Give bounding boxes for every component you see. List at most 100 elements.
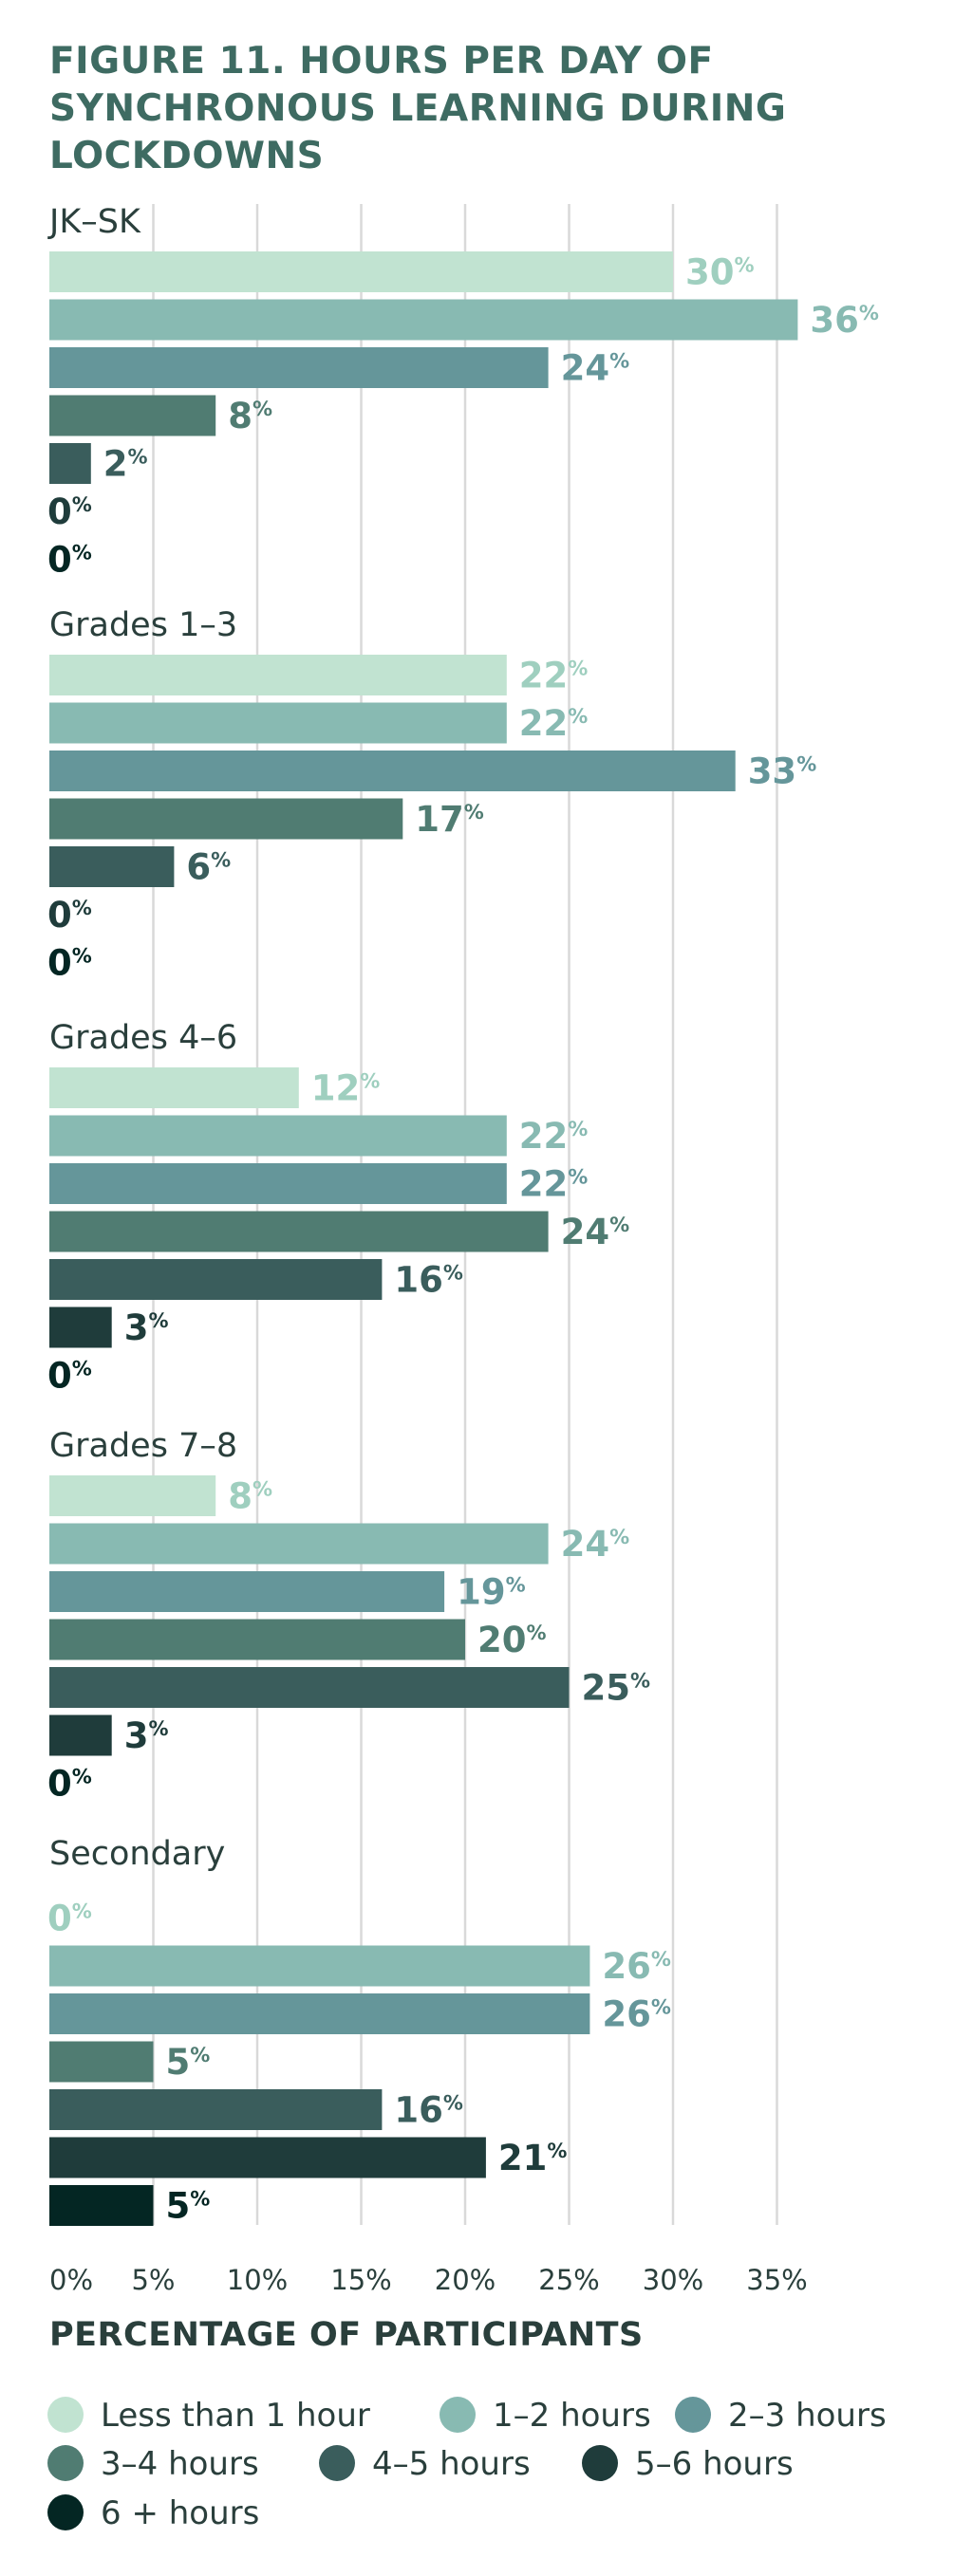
legend-swatch [47, 2494, 84, 2530]
value-label: 22% [519, 703, 589, 744]
value-label: 26% [602, 1994, 671, 2035]
legend-item: 3–4 hours [47, 2445, 259, 2483]
value-label: 22% [519, 656, 589, 696]
value-label: 19% [457, 1572, 526, 1613]
bar [49, 1945, 590, 1987]
legend-label: 3–4 hours [101, 2445, 259, 2483]
value-label: 3% [124, 1715, 169, 1756]
bar [49, 1619, 465, 1660]
category-group: Grades 1–3 22% 22% 33% 17% 6% 0% 0% [47, 606, 816, 984]
legend-label: 6 + hours [101, 2494, 259, 2532]
value-label: 30% [685, 252, 755, 293]
value-label: 0% [47, 1764, 92, 1805]
value-label: 22% [519, 1116, 589, 1157]
value-label: 0% [47, 491, 92, 532]
legend-label: Less than 1 hour [101, 2397, 370, 2435]
value-label: 5% [166, 2186, 211, 2227]
bar [49, 299, 798, 341]
bar [49, 846, 175, 887]
value-label: 24% [561, 1524, 630, 1565]
value-label: 21% [498, 2138, 568, 2178]
bar [49, 1667, 570, 1708]
category-label: Grades 7–8 [49, 1427, 237, 1465]
x-axis-title: PERCENTAGE OF PARTICIPANTS [49, 2316, 644, 2354]
legend-item: 6 + hours [47, 2494, 259, 2532]
x-tick-label: 20% [435, 2264, 496, 2296]
bar [49, 251, 673, 292]
legend-label: 4–5 hours [372, 2445, 531, 2483]
category-label: JK–SK [47, 203, 141, 241]
x-tick-label: 35% [746, 2264, 807, 2296]
bar [49, 1115, 507, 1157]
value-label: 20% [477, 1620, 547, 1660]
legend-swatch [47, 2445, 84, 2481]
value-label: 0% [47, 1899, 92, 1939]
x-tick-label: 25% [538, 2264, 599, 2296]
legend-swatch [675, 2397, 711, 2433]
value-label: 24% [561, 348, 630, 389]
bar [49, 1714, 112, 1756]
category-group: Grades 7–8 8% 24% 19% 20% 25% 3% 0% [47, 1427, 650, 1805]
value-label: 24% [561, 1212, 630, 1252]
value-label: 16% [394, 2090, 463, 2131]
bar [49, 2041, 154, 2083]
category-group: JK–SK 30% 36% 24% 8% 2% 0% 0% [47, 203, 879, 581]
legend-item: 4–5 hours [319, 2445, 531, 2483]
value-label: 0% [47, 540, 92, 581]
value-label: 0% [47, 1356, 92, 1397]
bar [49, 798, 403, 840]
legend-swatch [440, 2397, 476, 2433]
bar [49, 1259, 383, 1300]
x-tick-label: 0% [49, 2264, 93, 2296]
legend-item: 1–2 hours [440, 2397, 651, 2435]
category-group: Grades 4–6 12% 22% 22% 24% 16% 3% 0% [47, 1019, 629, 1397]
bar [49, 1475, 216, 1516]
x-tick-label: 15% [330, 2264, 391, 2296]
category-label: Grades 1–3 [49, 606, 237, 644]
value-label: 8% [228, 396, 272, 436]
bar [49, 1211, 549, 1252]
bar [49, 2089, 383, 2130]
value-label: 0% [47, 943, 92, 984]
value-label: 33% [748, 751, 817, 792]
chart-title: FIGURE 11. HOURS PER DAY OF SYNCHRONOUS … [49, 40, 787, 177]
category-group: Secondary 0% 26% 26% 5% 16% 21% 5% [47, 1835, 671, 2227]
legend: Less than 1 hour 1–2 hours 2–3 hours 3–4 ho… [47, 2397, 887, 2532]
value-label: 36% [810, 300, 879, 341]
bar [49, 2185, 154, 2226]
bar [49, 443, 91, 484]
legend-swatch [47, 2397, 84, 2433]
legend-label: 2–3 hours [728, 2397, 887, 2435]
bar [49, 1067, 299, 1108]
bar [49, 1163, 507, 1204]
value-label: 22% [519, 1164, 589, 1205]
value-label: 0% [47, 895, 92, 936]
bar [49, 347, 549, 388]
value-label: 26% [602, 1946, 671, 1987]
legend-item: 5–6 hours [582, 2445, 794, 2483]
value-label: 17% [415, 799, 484, 840]
bar [49, 395, 216, 436]
legend-label: 1–2 hours [493, 2397, 651, 2435]
bar [49, 751, 736, 791]
value-label: 3% [124, 1307, 169, 1348]
bar [49, 1571, 445, 1612]
bar [49, 1307, 112, 1348]
value-label: 12% [311, 1068, 381, 1109]
value-label: 25% [582, 1668, 651, 1709]
x-tick-label: 30% [643, 2264, 703, 2296]
legend-item: 2–3 hours [675, 2397, 887, 2435]
bar [49, 1523, 549, 1565]
bar [49, 1993, 590, 2034]
value-label: 8% [228, 1476, 272, 1517]
x-tick-label: 10% [227, 2264, 288, 2296]
bar [49, 2137, 486, 2178]
bar [49, 702, 507, 744]
x-tick-label: 5% [131, 2264, 175, 2296]
category-label: Grades 4–6 [49, 1019, 237, 1057]
legend-swatch [582, 2445, 618, 2481]
value-label: 5% [166, 2042, 211, 2083]
legend-label: 5–6 hours [635, 2445, 794, 2483]
